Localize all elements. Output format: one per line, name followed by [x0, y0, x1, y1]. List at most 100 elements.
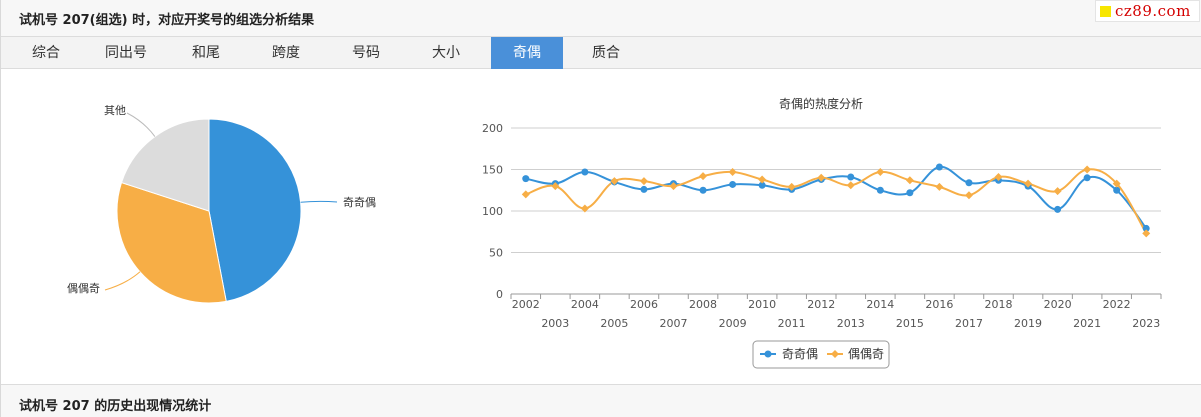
series-point-qiqiou[interactable] — [699, 186, 707, 194]
series-point-ououqi[interactable] — [699, 172, 708, 181]
series-point-ououqi[interactable] — [787, 182, 796, 191]
x-tick-label: 2006 — [630, 298, 658, 311]
x-tick-label: 2015 — [896, 317, 924, 330]
x-tick-label: 2023 — [1132, 317, 1160, 330]
series-point-ououqi[interactable] — [728, 167, 737, 176]
y-tick-label: 0 — [496, 288, 503, 301]
series-point-qiqiou[interactable] — [729, 180, 737, 188]
series-point-ououqi[interactable] — [846, 181, 855, 190]
pie-label-other: 其他 — [104, 104, 126, 117]
tab-zonghe[interactable]: 综合 — [32, 45, 60, 61]
history-section-header: 试机号 207 的历史出现情况统计 — [1, 384, 1201, 417]
series-point-qiqiou[interactable] — [522, 175, 530, 183]
legend-label-qiqiou: 奇奇偶 — [782, 347, 818, 361]
series-point-ououqi[interactable] — [1024, 179, 1033, 188]
logo-square-icon — [1100, 5, 1111, 17]
series-point-qiqiou[interactable] — [640, 185, 648, 193]
series-point-qiqiou[interactable] — [758, 181, 766, 189]
series-line-ououqi[interactable] — [525, 168, 1148, 234]
x-tick-label: 2005 — [600, 317, 628, 330]
legend-item-qiqiou[interactable]: 奇奇偶 — [760, 347, 818, 361]
tab-hewei[interactable]: 和尾 — [192, 45, 220, 61]
series-line-qiqiou[interactable] — [525, 165, 1147, 230]
series-point-ououqi[interactable] — [521, 190, 530, 199]
y-tick-label: 150 — [482, 164, 503, 177]
history-section-title: 试机号 207 的历史出现情况统计 — [19, 399, 212, 414]
series-point-ououqi[interactable] — [876, 167, 885, 176]
x-tick-label: 2014 — [866, 298, 894, 311]
page-title: 试机号 207(组选) 时，对应开奖号的组选分析结果 — [19, 13, 315, 28]
series-point-ououqi[interactable] — [669, 182, 678, 191]
y-tick-label: 50 — [489, 247, 503, 260]
series-point-qiqiou[interactable] — [1113, 186, 1121, 194]
tab-zhihe[interactable]: 质合 — [592, 45, 620, 61]
series-point-ououqi[interactable] — [935, 182, 944, 191]
series-point-qiqiou[interactable] — [935, 163, 943, 171]
legend-label-ououqi: 偶偶奇 — [848, 347, 884, 361]
series-point-ououqi[interactable] — [964, 191, 973, 200]
pie-label-line-other — [126, 112, 156, 137]
series-point-qiqiou[interactable] — [1083, 174, 1091, 182]
series-point-ououqi[interactable] — [905, 176, 914, 185]
x-tick-label: 2007 — [660, 317, 688, 330]
legend-item-ououqi[interactable]: 偶偶奇 — [827, 347, 884, 361]
tab-haoma[interactable]: 号码 — [352, 45, 380, 61]
series-point-ououqi[interactable] — [580, 204, 589, 213]
x-tick-label: 2010 — [748, 298, 776, 311]
pie-slice-qiqiou[interactable] — [208, 118, 302, 302]
title-bar: 试机号 207(组选) 时，对应开奖号的组选分析结果 — [1, 0, 1201, 37]
series-point-ououqi[interactable] — [1142, 229, 1151, 238]
logo-text: cz89.com — [1115, 2, 1191, 20]
x-tick-label: 2011 — [778, 317, 806, 330]
x-tick-label: 2004 — [571, 298, 599, 311]
pie-chart: 奇奇偶 偶偶奇 其他 — [67, 104, 376, 304]
series-point-ououqi[interactable] — [758, 175, 767, 184]
series-point-ououqi[interactable] — [1083, 165, 1092, 174]
x-tick-label: 2019 — [1014, 317, 1042, 330]
x-tick-label: 2018 — [985, 298, 1013, 311]
y-tick-label: 100 — [482, 205, 503, 218]
x-tick-label: 2022 — [1103, 298, 1131, 311]
x-tick-label: 2017 — [955, 317, 983, 330]
series-point-qiqiou[interactable] — [876, 186, 884, 194]
line-chart-title: 奇偶的热度分析 — [779, 96, 863, 111]
x-tick-label: 2002 — [512, 298, 540, 311]
tab-daxiao[interactable]: 大小 — [432, 45, 460, 61]
x-tick-label: 2021 — [1073, 317, 1101, 330]
x-tick-label: 2008 — [689, 298, 717, 311]
series-point-qiqiou[interactable] — [581, 168, 589, 176]
series-point-qiqiou[interactable] — [906, 189, 914, 197]
series-point-ououqi[interactable] — [994, 172, 1003, 181]
x-tick-label: 2012 — [807, 298, 835, 311]
series-point-ououqi[interactable] — [817, 173, 826, 182]
pie-label-qiqiou: 奇奇偶 — [343, 196, 376, 209]
series-point-ououqi[interactable] — [1112, 179, 1121, 188]
site-logo[interactable]: cz89.com — [1095, 0, 1200, 22]
pie-slice-other[interactable] — [120, 118, 210, 212]
tab-jiou[interactable]: 奇偶 — [491, 37, 563, 69]
x-tick-label: 2020 — [1044, 298, 1072, 311]
series-point-ououqi[interactable] — [610, 177, 619, 186]
tab-tongchuhao[interactable]: 同出号 — [105, 45, 147, 61]
chart-legend: 奇奇偶 偶偶奇 — [752, 340, 890, 369]
series-point-ououqi[interactable] — [551, 182, 560, 191]
x-tick-label: 2016 — [925, 298, 953, 311]
pie-label-line-ououqi — [104, 271, 141, 291]
pie-label-line-qiqiou — [300, 200, 338, 203]
chart-area: 奇奇偶 偶偶奇 其他 奇偶的热度分析 0 50 100 150 200 2002 2003… — [1, 69, 1201, 384]
series-point-qiqiou[interactable] — [1054, 205, 1062, 213]
series-point-qiqiou[interactable] — [965, 179, 973, 187]
series-point-qiqiou[interactable] — [1142, 224, 1150, 232]
series-point-qiqiou[interactable] — [847, 173, 855, 181]
x-tick-label: 2003 — [541, 317, 569, 330]
tab-kuadu[interactable]: 跨度 — [272, 45, 300, 61]
series-point-ououqi[interactable] — [639, 177, 648, 186]
x-tick-label: 2013 — [837, 317, 865, 330]
y-tick-label: 200 — [482, 122, 503, 135]
series-point-ououqi[interactable] — [1053, 187, 1062, 196]
tab-bar: 综合 同出号 和尾 跨度 号码 大小 奇偶 质合 — [1, 37, 1201, 69]
pie-label-ououqi: 偶偶奇 — [67, 282, 100, 295]
x-tick-label: 2009 — [719, 317, 747, 330]
